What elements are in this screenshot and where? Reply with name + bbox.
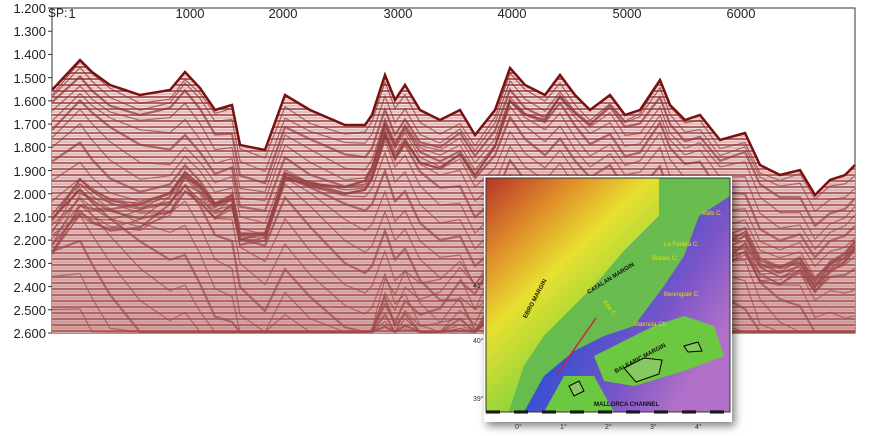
y-tick-label: 2.600 <box>13 326 46 341</box>
map-label-canyon: La Fonera C. <box>664 242 700 248</box>
y-tick-label: 2.500 <box>13 302 46 318</box>
x-axis-label: SP: <box>48 6 68 20</box>
lat-tick: 40° <box>473 338 484 345</box>
lon-tick: 0° <box>515 424 522 431</box>
x-tick-label: 4000 <box>497 6 527 21</box>
lat-tick: 39° <box>473 396 484 403</box>
y-tick-label: 2.300 <box>13 256 46 272</box>
x-tick-label: 3000 <box>383 6 413 21</box>
y-tick-label: 1.800 <box>13 140 46 156</box>
lat-tick: 41° <box>473 283 484 290</box>
y-tick-label: 1.900 <box>13 163 46 179</box>
y-tick-label: 1.400 <box>13 47 46 63</box>
y-tick-label: 1.300 <box>13 24 46 40</box>
y-tick-label: 1.500 <box>13 70 46 86</box>
y-tick-label: 1.700 <box>13 117 46 133</box>
x-tick-label: 6000 <box>726 6 756 21</box>
y-tick-label: 2.200 <box>13 233 46 249</box>
inset-map: EBRO MARGIN CATALAN MARGIN BALEARIC MARG… <box>484 176 732 422</box>
lon-tick: 1° <box>560 424 567 431</box>
map-label-canyon: Blanes C. <box>652 256 679 262</box>
bathymetry-map <box>485 177 731 414</box>
x-tick-label: 5000 <box>612 6 642 21</box>
map-label-canyon: Valls C. <box>702 211 723 217</box>
map-label-canyon: Berenguer C. <box>664 292 700 298</box>
y-tick-label: 1.600 <box>13 93 46 109</box>
x-tick-label: 1 <box>68 6 76 21</box>
seafloor-horizon <box>51 58 856 198</box>
y-tick-label: 2.400 <box>13 279 46 295</box>
y-tick-label: 2.000 <box>13 186 46 202</box>
y-tick-label: 2.100 <box>13 209 46 225</box>
lon-tick: 4° <box>695 424 702 431</box>
lon-tick: 2° <box>605 424 612 431</box>
x-tick-label: 2000 <box>268 6 298 21</box>
x-tick-label: 1000 <box>175 6 205 21</box>
map-label-canyon: Valencia Ch. <box>634 322 668 328</box>
lon-tick: 3° <box>650 424 657 431</box>
map-label-mallorca-channel: MALLORCA CHANNEL <box>594 402 660 408</box>
y-tick-label: 1.200 <box>13 1 46 16</box>
